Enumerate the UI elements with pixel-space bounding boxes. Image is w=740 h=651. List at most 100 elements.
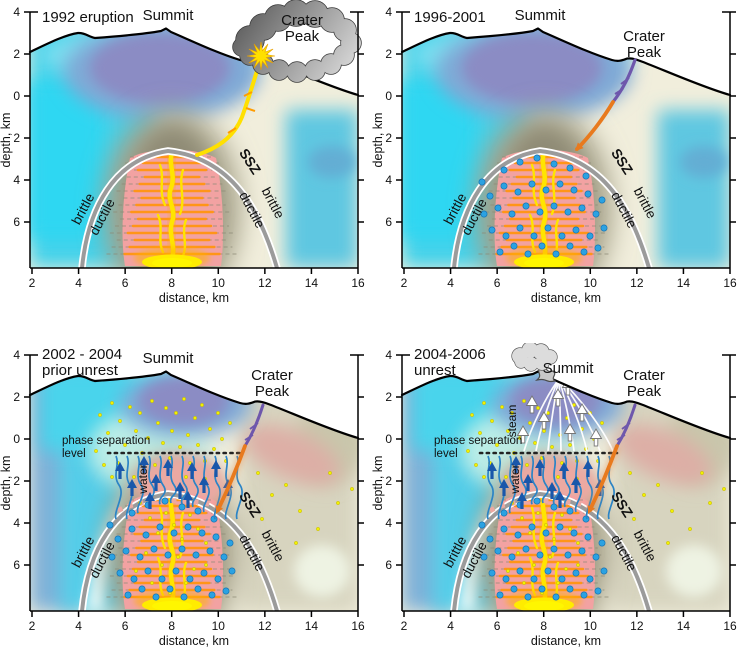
svg-text:16: 16 [351,276,365,290]
svg-text:6: 6 [122,276,129,290]
y-axis-label: depth, km [372,113,385,168]
axes: 4 2 0 2 4 6 2 4 6 8 10 12 14 16 [385,5,737,290]
svg-text:2: 2 [13,131,20,145]
svg-text:12: 12 [258,276,272,290]
cooling-dike [575,58,637,151]
svg-text:4: 4 [447,276,454,290]
crater-peak-label: Crater [623,367,665,384]
svg-text:6: 6 [385,215,392,229]
svg-text:14: 14 [677,619,691,633]
panel-1996-2001: 4 2 0 2 4 6 2 4 6 8 10 12 14 16 1996-2001 Summit Crat… [372,5,737,305]
svg-text:2: 2 [29,276,36,290]
subsurface [30,371,358,611]
svg-text:12: 12 [630,276,644,290]
svg-text:2: 2 [385,131,392,145]
svg-text:8: 8 [168,276,175,290]
svg-text:level: level [434,448,458,460]
x-axis-label: distance, km [531,634,601,648]
svg-text:level: level [62,448,86,460]
svg-text:6: 6 [385,558,392,572]
crater-peak-label: Crater [281,12,323,29]
x-axis-label: distance, km [531,291,601,305]
svg-text:2: 2 [401,276,408,290]
svg-text:14: 14 [305,276,319,290]
svg-text:10: 10 [584,619,598,633]
svg-text:8: 8 [540,276,547,290]
svg-text:10: 10 [584,276,598,290]
summit-label: Summit [515,7,567,24]
phase-separation-label: phase separation [434,435,522,447]
svg-text:2: 2 [385,390,392,404]
dike-branches [227,91,256,134]
panel-2004-2006-unrest: 4 2 0 2 4 6 2 4 6 8 10 12 14 16 2004-2006 unrest Summ… [372,343,737,648]
svg-text:4: 4 [385,516,392,530]
panel-title: 2002 - 2004 [42,346,122,363]
steam-label: steam [505,405,519,438]
eruption-star [246,41,276,71]
dots-layer [106,497,236,601]
svg-text:16: 16 [351,619,365,633]
svg-text:6: 6 [494,619,501,633]
svg-text:8: 8 [540,619,547,633]
svg-text:4: 4 [13,5,20,19]
cooling-dike [586,403,637,514]
svg-text:Peak: Peak [255,383,290,400]
panel-title-line2: unrest [414,362,457,379]
y-axis-label: depth, km [0,456,13,511]
dots-layer [478,154,608,258]
subsurface [402,371,730,611]
svg-text:2: 2 [401,619,408,633]
summit-label: Summit [543,360,595,377]
svg-text:4: 4 [385,348,392,362]
panel-title: 2004-2006 [414,346,486,363]
svg-text:4: 4 [75,276,82,290]
panel-title: 1992 eruption [42,9,134,26]
svg-text:2: 2 [13,390,20,404]
svg-text:0: 0 [385,89,392,103]
summit-label: Summit [143,350,195,367]
subsurface [30,28,358,268]
panel-title: 1996-2001 [414,9,486,26]
svg-text:2: 2 [385,47,392,61]
svg-text:Peak: Peak [285,28,320,45]
crater-peak-label: Crater [623,28,665,45]
axes: 4 2 0 2 4 6 2 4 6 8 10 12 14 16 [385,348,737,633]
svg-text:4: 4 [13,516,20,530]
svg-text:6: 6 [13,215,20,229]
svg-text:14: 14 [305,619,319,633]
svg-text:Peak: Peak [627,383,662,400]
svg-text:4: 4 [385,173,392,187]
water-label: water [508,464,522,494]
svg-text:2: 2 [13,474,20,488]
y-axis-label: depth, km [0,113,13,168]
axes: 4 2 0 2 4 6 2 4 6 8 10 12 14 16 [13,5,365,290]
svg-text:8: 8 [168,619,175,633]
steam-cloud [511,343,558,383]
svg-text:Peak: Peak [627,44,662,61]
svg-text:10: 10 [212,619,226,633]
water-label: water [136,464,150,494]
cooling-dike [214,403,265,514]
svg-text:6: 6 [13,558,20,572]
svg-text:4: 4 [13,348,20,362]
svg-text:16: 16 [723,619,737,633]
svg-text:6: 6 [494,276,501,290]
summit-label: Summit [143,7,195,24]
panel-2002-2004-prior-unrest: 4 2 0 2 4 6 2 4 6 8 10 12 14 16 2002 - 2004 prior unr… [0,346,365,648]
svg-text:4: 4 [13,173,20,187]
axes: 4 2 0 2 4 6 2 4 6 8 10 12 14 16 [13,348,365,633]
phase-separation-label: phase separation [62,435,150,447]
svg-text:0: 0 [13,432,20,446]
svg-text:0: 0 [385,432,392,446]
svg-text:12: 12 [630,619,644,633]
svg-text:14: 14 [677,276,691,290]
svg-text:2: 2 [385,474,392,488]
y-axis-label: depth, km [372,456,385,511]
panel-title-line2: prior unrest [42,362,119,379]
crater-peak-label: Crater [251,367,293,384]
svg-text:4: 4 [75,619,82,633]
hydro-layer [114,455,243,520]
svg-text:10: 10 [212,276,226,290]
